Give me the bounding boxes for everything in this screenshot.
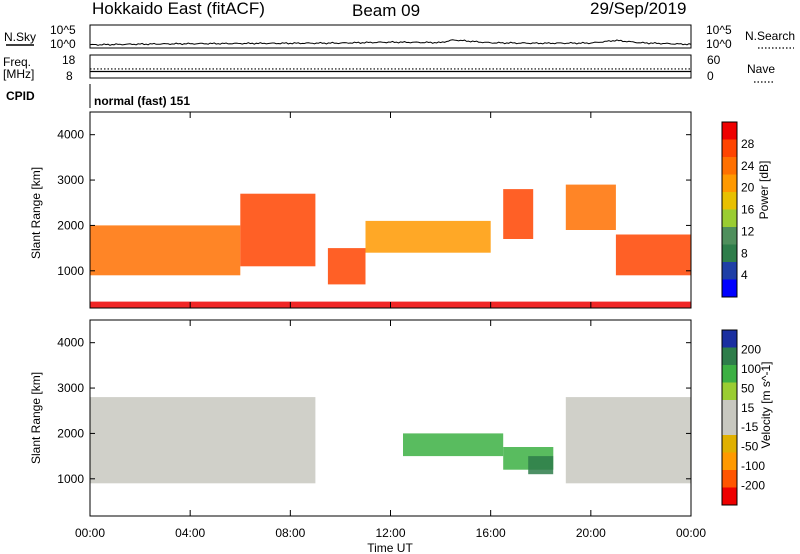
heatmap-region (327, 248, 366, 285)
colorbar-segment (722, 470, 737, 488)
nsky-label: N.Sky (4, 30, 36, 44)
colorbar-tick-label: 12 (741, 224, 755, 238)
heatmap-region (615, 234, 691, 276)
heatmap-region (240, 193, 316, 267)
nave-label: Nave (747, 62, 775, 76)
colorbar-segment (722, 417, 737, 435)
freq-tick-bottom: 8 (66, 69, 73, 83)
colorbar-segment (722, 157, 737, 175)
y-tick-label: 3000 (57, 173, 84, 187)
colorbar-tick-label: 24 (741, 159, 755, 173)
colorbar-segment (722, 487, 737, 505)
nave-tick-bottom: 0 (707, 69, 714, 83)
x-tick-label: 00:00 (75, 526, 105, 540)
y-tick-label: 1000 (57, 472, 84, 486)
x-tick-label: 16:00 (476, 526, 506, 540)
colorbar-tick-label: 20 (741, 181, 755, 195)
x-tick-label: 12:00 (375, 526, 405, 540)
velocity-heatmap (90, 397, 691, 484)
colorbar-segment (722, 174, 737, 192)
nsky-series-line (89, 39, 692, 46)
heatmap-region (565, 397, 691, 484)
plot-title: Hokkaido East (fitACF) (92, 0, 265, 18)
nsearch-tick-top: 10^5 (706, 23, 732, 37)
colorbar-tick-label: 50 (741, 381, 755, 395)
y-tick-label: 2000 (57, 426, 84, 440)
heatmap-region (403, 433, 504, 457)
power-heatmap (90, 184, 691, 308)
colorbar-segment (722, 435, 737, 453)
time-axis-label: Time UT (367, 541, 413, 554)
beam-label: Beam 09 (352, 1, 420, 20)
freq-label: Freq. (3, 55, 31, 69)
colorbar-segment (722, 382, 737, 400)
y-tick-label: 4000 (57, 128, 84, 142)
colorbar-tick-label: 100 (741, 362, 761, 376)
colorbar-tick-label: 4 (741, 268, 748, 282)
colorbar-segment (722, 244, 737, 262)
colorbar-segment (722, 209, 737, 227)
heatmap-region (565, 184, 616, 230)
colorbar-tick-label: 16 (741, 203, 755, 217)
x-tick-label: 04:00 (175, 526, 205, 540)
x-tick-label: 00:00 (676, 526, 706, 540)
nave-tick-top: 60 (707, 53, 721, 67)
colorbar-tick-label: 15 (741, 401, 755, 415)
nsky-panel-frame (89, 24, 692, 49)
colorbar-tick-label: -50 (741, 440, 759, 454)
colorbar-tick-label: 8 (741, 246, 748, 260)
colorbar-tick-label: -100 (741, 459, 765, 473)
colorbar-segment (722, 122, 737, 140)
power-colorbar-label: Power [dB] (757, 161, 771, 220)
velocity-colorbar: -200 -100 -50 -15 15 50 100 200 (721, 329, 765, 506)
freq-unit: [MHz] (3, 67, 34, 81)
date-label: 29/Sep/2019 (590, 0, 686, 18)
colorbar-segment (722, 400, 737, 418)
colorbar-tick-label: -15 (741, 420, 759, 434)
velocity-colorbar-label: Velocity [m s^-1] (759, 362, 773, 449)
freq-tick-top: 18 (62, 53, 76, 67)
power-colorbar: 4 8 12 16 20 24 28 (721, 121, 755, 298)
colorbar-tick-label: 28 (741, 137, 755, 151)
x-tick-label: 08:00 (275, 526, 305, 540)
colorbar-segment (722, 452, 737, 470)
heatmap-region (365, 220, 491, 253)
colorbar-tick-label: 200 (741, 342, 761, 356)
y-tick-label: 4000 (57, 336, 84, 350)
velocity-ylabel: Slant Range [km] (29, 372, 43, 464)
colorbar-segment (722, 330, 737, 348)
heatmap-region (90, 397, 316, 484)
power-axes: 1000 2000 3000 4000 (57, 128, 691, 278)
nsky-tick-bottom: 10^0 (50, 37, 76, 51)
colorbar-segment (722, 262, 737, 280)
colorbar-segment (722, 139, 737, 157)
heatmap-region (503, 189, 534, 239)
nsearch-tick-bottom: 10^0 (706, 37, 732, 51)
heatmap-region (90, 225, 241, 276)
colorbar-segment (722, 192, 737, 210)
nsearch-label: N.Search (745, 29, 795, 43)
cpid-value: normal (fast) 151 (94, 94, 190, 108)
colorbar-segment (722, 279, 737, 297)
colorbar-segment (722, 365, 737, 383)
colorbar-segment (722, 227, 737, 245)
heatmap-region (528, 456, 554, 475)
freq-panel-frame (89, 54, 692, 79)
cpid-label: CPID (6, 89, 35, 103)
power-ylabel: Slant Range [km] (29, 167, 43, 259)
time-axis-ticks: 00:00 04:00 08:00 12:00 16:00 20:00 00:00 (75, 112, 706, 540)
y-tick-label: 1000 (57, 264, 84, 278)
x-tick-label: 20:00 (576, 526, 606, 540)
velocity-axes: 1000 2000 3000 4000 (57, 336, 691, 486)
nsky-tick-top: 10^5 (50, 23, 76, 37)
colorbar-segment (722, 347, 737, 365)
colorbar-tick-label: -200 (741, 479, 765, 493)
y-tick-label: 2000 (57, 218, 84, 232)
y-tick-label: 3000 (57, 381, 84, 395)
